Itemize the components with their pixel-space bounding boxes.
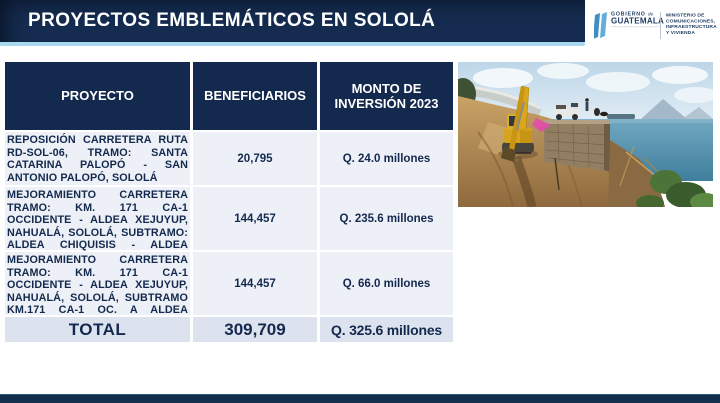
- cell-beneficiarios: 144,457: [193, 252, 317, 315]
- cell-monto: Q. 235.6 millones: [320, 187, 453, 250]
- total-monto: Q. 325.6 millones: [320, 317, 453, 342]
- cell-monto: Q. 24.0 millones: [320, 132, 453, 185]
- table-row: MEJORAMIENTO CARRETERA TRAMO: KM. 171 CA…: [5, 187, 453, 264]
- title-bar: PROYECTOS EMBLEMÁTICOS EN SOLOLÁ: [0, 0, 585, 42]
- cell-proyecto: MEJORAMIENTO CARRETERA TRAMO: KM. 171 CA…: [5, 187, 190, 264]
- column-header-proyecto: PROYECTO: [5, 62, 190, 130]
- logo-de-text: de: [647, 11, 654, 17]
- logo-tagline-rule: [611, 26, 660, 28]
- total-beneficiarios: 309,709: [193, 317, 317, 342]
- pickup-truck: [554, 102, 580, 120]
- column-header-beneficiarios: BENEFICIARIOS: [193, 62, 317, 130]
- construction-photo: [458, 62, 713, 207]
- accent-strip: [0, 42, 585, 46]
- cell-beneficiarios: 144,457: [193, 187, 317, 250]
- logo-guatemala-text: GUATEMALA: [611, 16, 665, 26]
- table-header-row: PROYECTO BENEFICIARIOS MONTO DE INVERSIÓ…: [5, 62, 453, 130]
- ministry-name: MINISTERIO DE COMUNICACIONES, INFRAESTRU…: [666, 12, 717, 36]
- page-title: PROYECTOS EMBLEMÁTICOS EN SOLOLÁ: [28, 10, 436, 31]
- table-total-row: TOTAL 309,709 Q. 325.6 millones: [5, 317, 453, 342]
- cell-proyecto: MEJORAMIENTO CARRETERA TRAMO: KM. 171 CA…: [5, 252, 190, 329]
- bottom-bar: [0, 394, 720, 403]
- gobierno-guatemala-logo: GOBIERNO de GUATEMALA MINISTERIO DE COMU…: [592, 7, 718, 43]
- cell-monto: Q. 66.0 millones: [320, 252, 453, 315]
- projects-table: PROYECTO BENEFICIARIOS MONTO DE INVERSIÓ…: [5, 62, 453, 344]
- table-row: MEJORAMIENTO CARRETERA TRAMO: KM. 171 CA…: [5, 252, 453, 329]
- column-header-monto: MONTO DE INVERSIÓN 2023: [320, 62, 453, 130]
- table-row: REPOSICIÓN CARRETERA RUTA RD-SOL-06, TRA…: [5, 132, 453, 185]
- cell-proyecto: REPOSICIÓN CARRETERA RUTA RD-SOL-06, TRA…: [5, 132, 190, 185]
- cell-beneficiarios: 20,795: [193, 132, 317, 185]
- excavator: [498, 85, 538, 162]
- logo-divider: [660, 12, 661, 39]
- logo-gobierno-text: GOBIERNO de: [611, 10, 654, 17]
- flag-bars-icon: [594, 12, 607, 39]
- total-label: TOTAL: [5, 317, 190, 342]
